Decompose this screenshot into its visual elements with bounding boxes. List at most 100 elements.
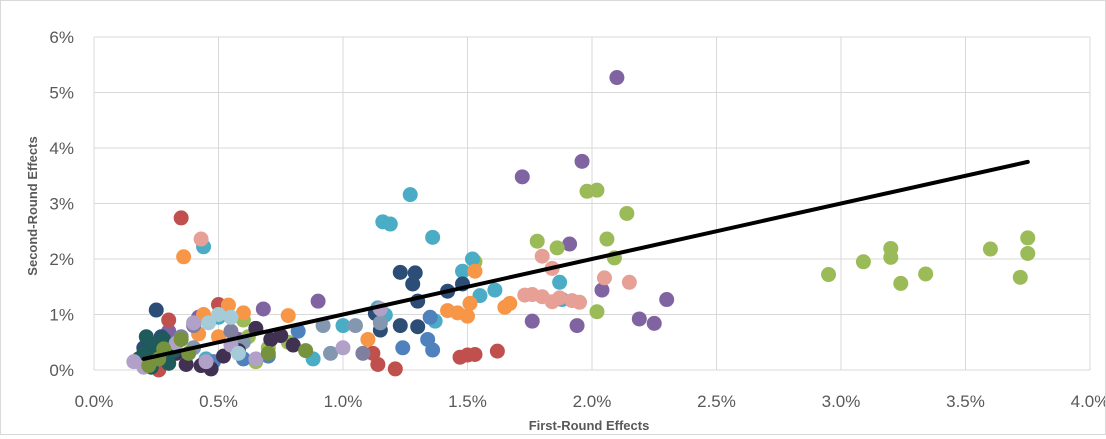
- data-point: [918, 266, 934, 282]
- y-axis-title: Second-Round Effects: [25, 136, 40, 275]
- data-point: [549, 240, 565, 256]
- data-point: [235, 305, 251, 321]
- data-point: [514, 169, 530, 185]
- data-point: [589, 182, 605, 198]
- data-point: [186, 315, 202, 331]
- data-point: [552, 290, 568, 306]
- data-point: [201, 315, 217, 331]
- data-point: [1020, 230, 1036, 246]
- data-point: [425, 229, 441, 245]
- y-tick-label: 3%: [49, 195, 74, 214]
- x-axis-ticks: 0.0% 0.5% 1.0% 1.5% 2.0% 2.5% 3.0% 3.5% 4.0%: [75, 392, 1106, 411]
- data-point: [562, 236, 578, 252]
- data-point: [280, 308, 296, 324]
- data-point: [310, 293, 326, 309]
- y-tick-label: 1%: [49, 306, 74, 325]
- y-tick-label: 2%: [49, 250, 74, 269]
- data-point: [215, 348, 231, 364]
- data-point: [572, 294, 588, 310]
- data-point: [425, 342, 441, 358]
- data-point: [619, 205, 635, 221]
- data-point: [198, 354, 214, 370]
- data-point: [467, 263, 483, 279]
- data-point: [497, 299, 513, 315]
- data-point: [387, 361, 403, 377]
- data-point: [273, 328, 289, 344]
- data-point: [223, 323, 239, 339]
- data-point: [569, 318, 585, 334]
- data-point: [193, 231, 209, 247]
- data-point: [609, 70, 625, 86]
- y-tick-label: 0%: [49, 361, 74, 380]
- x-tick-label: 0.0%: [75, 392, 114, 411]
- data-point: [524, 287, 540, 303]
- data-point: [631, 311, 647, 327]
- data-point: [599, 231, 615, 247]
- data-point: [529, 233, 545, 249]
- data-point: [360, 331, 376, 347]
- data-point: [855, 254, 871, 270]
- trend-line-path: [141, 159, 1030, 361]
- data-point: [440, 303, 456, 319]
- x-tick-label: 1.0%: [324, 392, 363, 411]
- data-point: [524, 313, 540, 329]
- data-point: [347, 318, 363, 334]
- data-point: [621, 274, 637, 290]
- data-point: [392, 318, 408, 334]
- data-point: [422, 309, 438, 325]
- trend-line: [141, 159, 1030, 361]
- x-tick-label: 0.5%: [199, 392, 238, 411]
- data-point: [372, 315, 388, 331]
- data-point: [487, 282, 503, 298]
- data-point: [982, 241, 998, 257]
- y-tick-label: 4%: [49, 139, 74, 158]
- data-point: [173, 331, 189, 347]
- data-point: [596, 270, 612, 286]
- data-point: [464, 251, 480, 267]
- data-point: [323, 345, 339, 361]
- x-tick-label: 3.0%: [822, 392, 861, 411]
- y-tick-label: 5%: [49, 84, 74, 103]
- data-point: [315, 318, 331, 334]
- data-point: [646, 315, 662, 331]
- data-point: [405, 276, 421, 292]
- data-point: [410, 319, 426, 335]
- data-point: [176, 249, 192, 265]
- x-tick-label: 4.0%: [1071, 392, 1105, 411]
- data-point: [1020, 245, 1036, 261]
- data-point: [489, 343, 505, 359]
- data-point: [455, 263, 471, 279]
- data-point: [211, 307, 226, 322]
- data-point: [248, 351, 264, 367]
- data-point: [355, 345, 371, 361]
- data-point: [462, 295, 478, 311]
- data-point: [290, 323, 306, 339]
- data-point: [552, 274, 568, 290]
- data-point: [392, 264, 408, 280]
- data-point: [574, 153, 590, 169]
- data-point: [298, 343, 314, 359]
- data-point: [382, 216, 398, 232]
- y-axis-ticks: 0% 1% 2% 3% 4% 5% 6%: [49, 28, 74, 380]
- data-point: [467, 346, 483, 362]
- data-point: [285, 337, 301, 353]
- x-tick-label: 1.5%: [448, 392, 487, 411]
- data-point: [883, 249, 899, 265]
- data-point: [534, 248, 550, 264]
- data-point: [223, 309, 239, 325]
- data-point: [402, 187, 418, 203]
- data-point: [395, 340, 411, 356]
- x-tick-label: 2.5%: [697, 392, 736, 411]
- x-tick-label: 3.5%: [946, 392, 985, 411]
- data-point: [161, 312, 177, 328]
- data-point: [821, 267, 837, 283]
- data-point: [255, 301, 271, 317]
- data-point: [1012, 269, 1028, 285]
- data-point: [260, 345, 276, 361]
- data-point: [659, 292, 675, 308]
- x-axis-title: First-Round Effects: [529, 418, 650, 433]
- x-tick-label: 2.0%: [573, 392, 612, 411]
- data-point: [335, 318, 351, 334]
- y-tick-label: 6%: [49, 28, 74, 47]
